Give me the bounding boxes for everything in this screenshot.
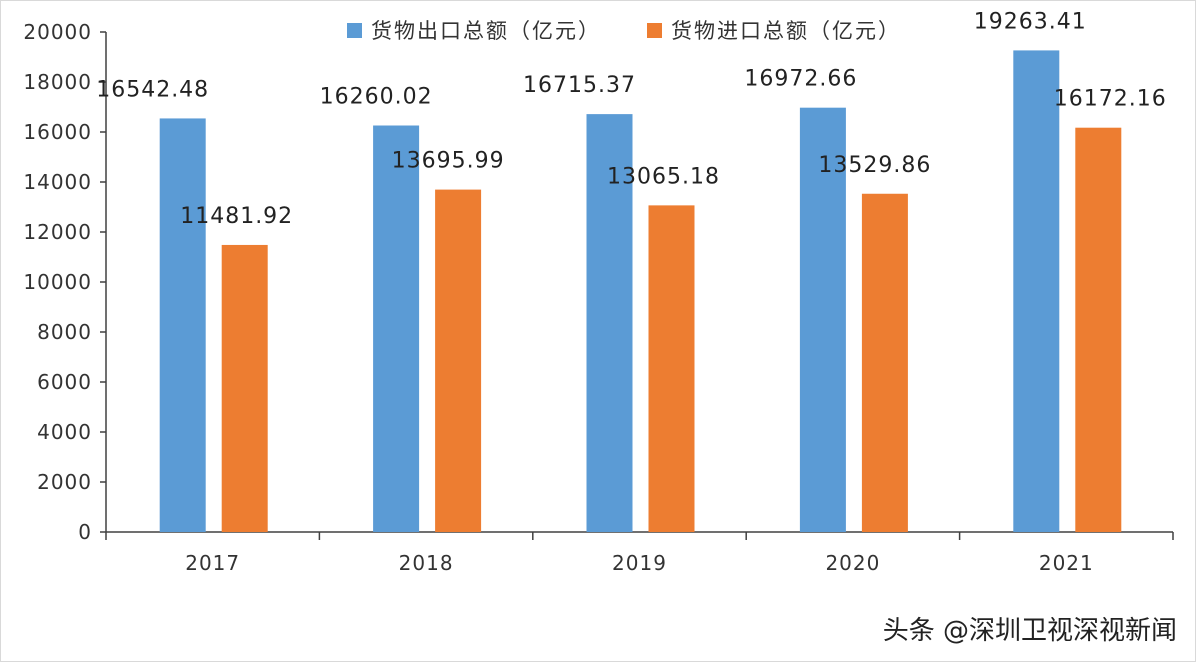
y-tick-label: 6000: [37, 370, 92, 394]
legend-swatch: [347, 23, 362, 38]
legend-label: 货物进口总额（亿元）: [671, 19, 901, 43]
bar-import-2019: [648, 205, 695, 533]
watermark-text: 头条 @深圳卫视深视新闻: [883, 616, 1177, 646]
y-tick-label: 20000: [23, 20, 92, 44]
legend-swatch: [647, 23, 662, 38]
data-labels: 16542.48 16260.02 16715.37 16972.66 19263.41…: [96, 9, 1167, 229]
data-label: 13065.18: [607, 164, 720, 189]
y-tick-label: 16000: [23, 120, 92, 144]
data-label: 16172.16: [1054, 87, 1167, 112]
x-tick-label: 2017: [185, 551, 240, 575]
y-tick-label: 10000: [23, 270, 92, 294]
bar-import-2021: [1075, 127, 1122, 533]
x-axis: 2017 2018 2019 2020 2021: [105, 531, 1174, 575]
bar-import-2018: [435, 189, 482, 532]
bar-import-2017: [221, 244, 268, 532]
y-tick-label: 18000: [23, 70, 92, 94]
x-tick-label: 2021: [1039, 551, 1094, 575]
y-tick-label: 14000: [23, 170, 92, 194]
legend-label: 货物出口总额（亿元）: [371, 19, 601, 43]
x-tick-label: 2020: [825, 551, 880, 575]
data-label: 13529.86: [818, 153, 931, 178]
legend: 货物出口总额（亿元） 货物进口总额（亿元）: [347, 19, 901, 43]
bar-export-2019: [586, 114, 633, 532]
bar-import-2020: [861, 193, 908, 533]
data-label: 16972.66: [744, 67, 857, 92]
data-label: 16542.48: [96, 77, 209, 102]
y-tick-label: 12000: [23, 220, 92, 244]
y-tick-label: 0: [78, 520, 92, 544]
y-axis: 0 2000 4000 6000 8000 10000 12000 14000 16000 180…: [23, 20, 107, 544]
x-tick-label: 2018: [399, 551, 454, 575]
bar-export-2018: [373, 125, 420, 532]
data-label: 11481.92: [180, 204, 293, 229]
y-tick-label: 4000: [37, 420, 92, 444]
data-label: 16715.37: [523, 73, 636, 98]
bar-export-2017: [159, 118, 206, 533]
bar-export-2020: [799, 107, 846, 532]
x-tick-label: 2019: [612, 551, 667, 575]
y-tick-label: 8000: [37, 320, 92, 344]
y-tick-label: 2000: [37, 470, 92, 494]
bars: [159, 50, 1122, 533]
data-label: 13695.99: [392, 149, 505, 174]
bar-export-2021: [1013, 50, 1060, 533]
data-label: 19263.41: [974, 9, 1087, 34]
data-label: 16260.02: [320, 84, 433, 109]
